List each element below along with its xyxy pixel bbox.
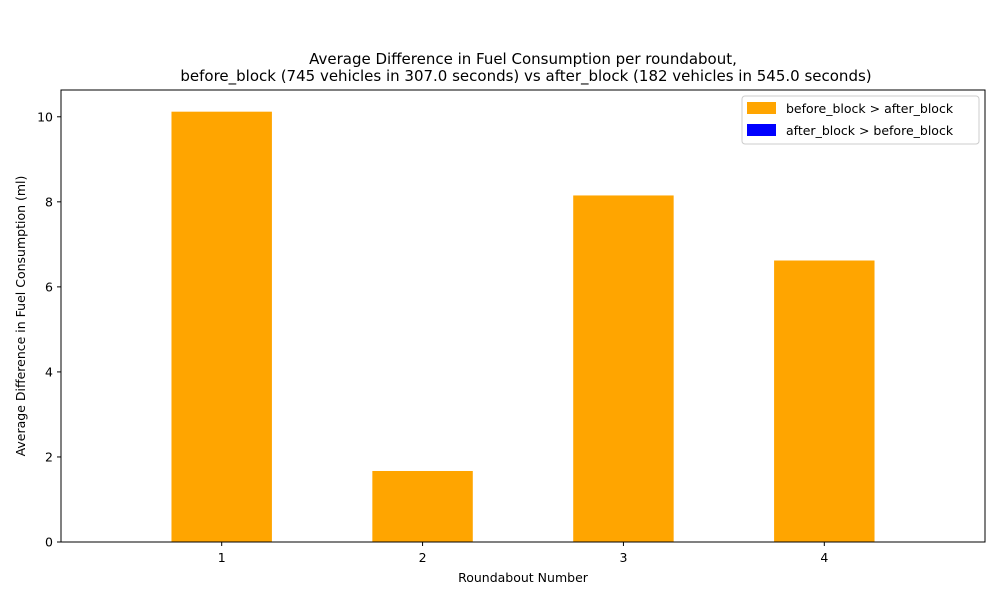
x-tick-label: 3 (619, 550, 627, 565)
x-tick-label: 1 (218, 550, 226, 565)
x-tick-label: 4 (820, 550, 828, 565)
chart-title-line-1: Average Difference in Fuel Consumption p… (309, 50, 737, 68)
y-tick-label: 4 (45, 364, 53, 379)
plot-frame (60, 89, 986, 543)
legend-swatch-after (747, 124, 776, 136)
legend-label-before: before_block > after_block (786, 101, 954, 116)
legend: before_block > after_block after_block >… (741, 95, 980, 145)
legend-swatch-before (747, 102, 776, 114)
chart-title-line-2: before_block (745 vehicles in 307.0 seco… (180, 67, 871, 86)
bar-roundabout-3 (573, 195, 674, 542)
bar-roundabout-1 (171, 111, 272, 543)
x-axis-ticks: 1 2 3 4 (218, 542, 828, 565)
x-axis-label: Roundabout Number (458, 570, 589, 585)
y-axis-label: Average Difference in Fuel Consumption (… (13, 176, 28, 457)
legend-label-after: after_block > before_block (786, 123, 954, 138)
y-tick-label: 8 (45, 194, 53, 209)
bar-roundabout-2 (372, 470, 473, 542)
y-tick-label: 0 (45, 535, 53, 550)
legend-box (741, 95, 980, 145)
y-axis-ticks: 0 2 4 6 8 10 (37, 109, 61, 550)
x-tick-label: 2 (419, 550, 427, 565)
y-tick-label: 2 (45, 449, 53, 464)
y-tick-label: 6 (45, 279, 53, 294)
bar-roundabout-4 (774, 260, 875, 542)
bars-group (171, 111, 875, 543)
chart-title: Average Difference in Fuel Consumption p… (180, 50, 871, 86)
y-tick-label: 10 (37, 109, 53, 124)
